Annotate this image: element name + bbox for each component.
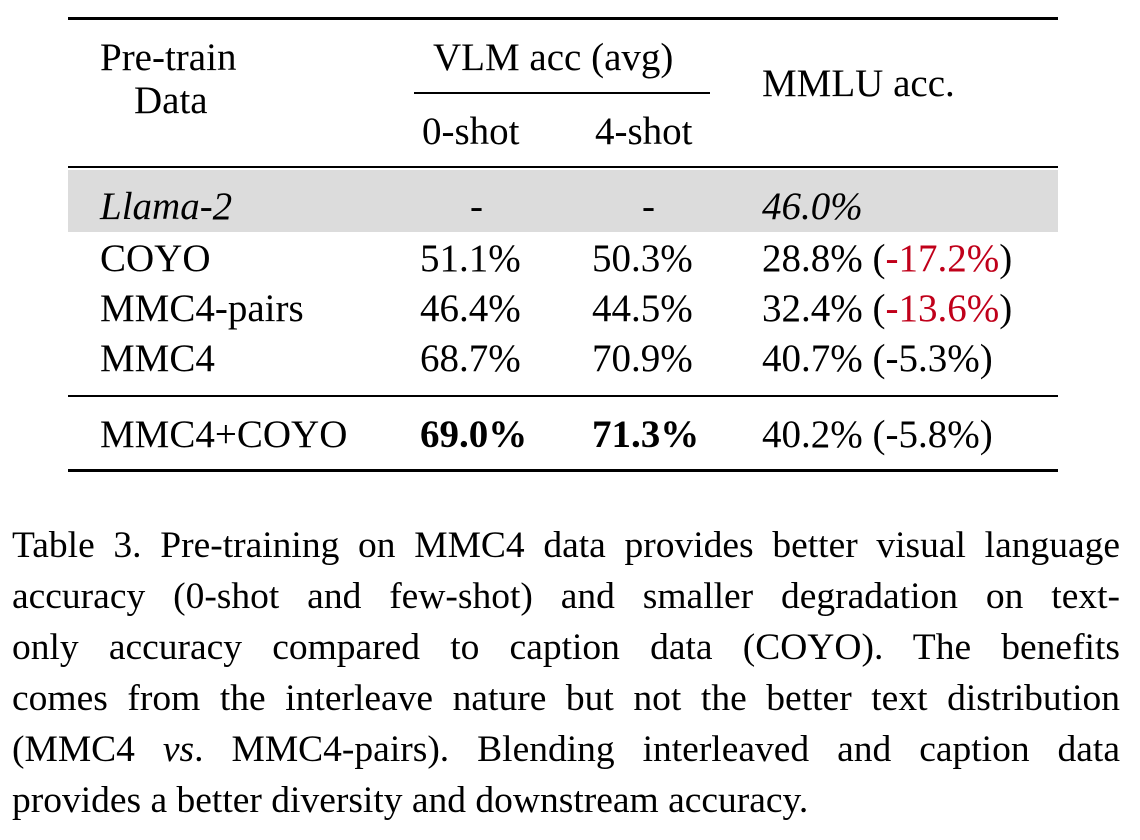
table-caption: Table 3. Pre-training on MMC4 data provi…: [12, 520, 1120, 826]
vlm-group-underline: [414, 92, 710, 94]
row-data-name: Llama-2: [100, 185, 233, 228]
row-mmlu-delta: -5.8%: [885, 413, 980, 456]
row-zero-shot: 69.0%: [420, 413, 528, 456]
header-zero-shot: 0-shot: [422, 110, 520, 153]
caption-line: (MMC4 vs. MMC4-pairs). Blending interlea…: [12, 729, 1120, 770]
row-mmlu-delta: -5.3%: [885, 337, 980, 380]
row-four-shot: 70.9%: [592, 337, 693, 380]
row-mmlu: 40.7%: [762, 337, 863, 380]
row-mmlu-cell: 40.2% (-5.8%): [762, 413, 993, 456]
row-data-name: MMC4-pairs: [100, 287, 304, 330]
row-mmlu: 28.8%: [762, 237, 863, 280]
row-four-shot: 44.5%: [592, 287, 693, 330]
bottom-rule: [68, 469, 1058, 472]
row-zero-shot: 51.1%: [420, 237, 521, 280]
row-mmlu-cell: 40.7% (-5.3%): [762, 337, 993, 380]
mid-rule: [68, 395, 1058, 397]
caption-line: provides a better diversity and downstre…: [12, 780, 809, 821]
row-four-shot: 50.3%: [592, 237, 693, 280]
header-four-shot: 4-shot: [595, 110, 693, 153]
row-mmlu: 40.2%: [762, 413, 863, 456]
top-rule: [68, 17, 1058, 20]
row-mmlu-cell: 28.8% (-17.2%): [762, 237, 1013, 280]
header-vlm-group: VLM acc (avg): [433, 36, 674, 79]
row-mmlu-delta: -17.2%: [885, 237, 1000, 280]
row-mmlu: 32.4%: [762, 287, 863, 330]
caption-line: only accuracy compared to caption data (…: [12, 627, 1120, 668]
header-rule: [68, 166, 1058, 168]
row-four-shot: 71.3%: [592, 413, 700, 456]
header-pretrain-line1: Pre-train: [100, 36, 237, 79]
row-mmlu: 46.0%: [762, 185, 863, 228]
caption-line: accuracy (0-shot and few-shot) and small…: [12, 576, 1120, 617]
row-zero-shot: -: [470, 185, 483, 228]
row-zero-shot: 68.7%: [420, 337, 521, 380]
baseline-row-shade: [68, 170, 1058, 232]
row-zero-shot: 46.4%: [420, 287, 521, 330]
row-mmlu-delta: -13.6%: [885, 287, 1000, 330]
row-data-name: MMC4: [100, 337, 215, 380]
caption-line: comes from the interleave nature but not…: [12, 678, 1120, 719]
header-mmlu: MMLU acc.: [762, 62, 955, 105]
caption-line: Table 3. Pre-training on MMC4 data provi…: [12, 525, 1120, 566]
row-mmlu-cell: 32.4% (-13.6%): [762, 287, 1013, 330]
row-data-name: COYO: [100, 237, 211, 280]
row-data-name: MMC4+COYO: [100, 413, 348, 456]
row-four-shot: -: [642, 185, 655, 228]
header-pretrain-line2: Data: [134, 79, 208, 122]
